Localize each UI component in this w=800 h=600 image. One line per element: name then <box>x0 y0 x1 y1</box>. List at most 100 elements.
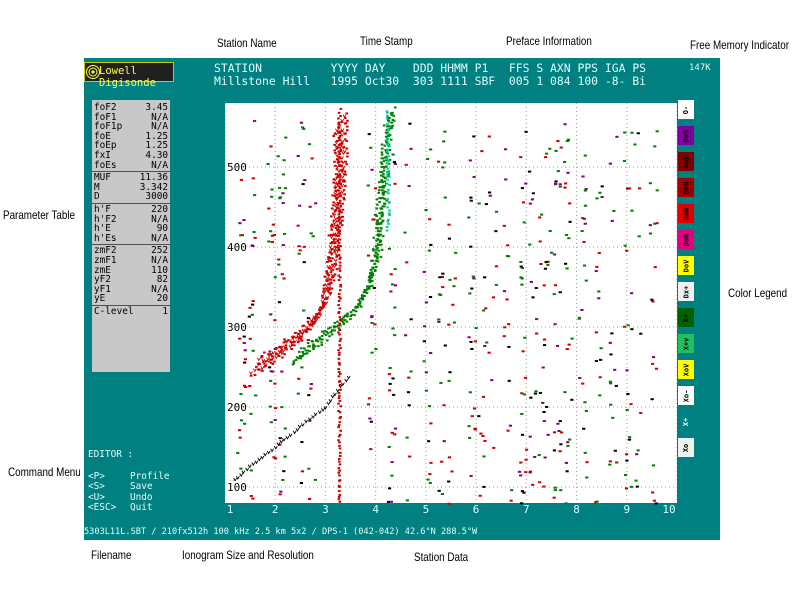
foF2-column-echo <box>338 333 341 336</box>
o-mode-echo <box>345 147 349 150</box>
foF2-column-echo <box>337 254 341 257</box>
noise-echo <box>271 223 275 226</box>
noise-echo <box>388 382 392 385</box>
x-mode-echo <box>327 327 330 330</box>
foF2-column-echo <box>339 245 342 248</box>
o-mode-echo <box>330 248 334 251</box>
foF2-column-echo <box>338 322 341 325</box>
foF2-column-echo <box>338 180 341 183</box>
noise-echo <box>387 389 392 392</box>
noise-echo <box>556 140 560 143</box>
noise-echo <box>477 202 481 205</box>
foF2-column-echo <box>337 274 341 277</box>
o-mode-echo <box>260 354 264 357</box>
noise-echo <box>600 196 604 199</box>
command-quit[interactable]: <ESC> Quit <box>88 502 170 514</box>
x-mode-echo <box>375 215 378 218</box>
x-mode-echo <box>338 324 342 327</box>
noise-echo <box>441 286 445 289</box>
e-layer-echo <box>304 419 308 424</box>
o-mode-echo <box>325 270 328 273</box>
foF2-column-echo <box>337 353 341 356</box>
noise-echo <box>253 236 257 239</box>
o-mode-echo <box>317 316 320 319</box>
noise-echo <box>278 493 282 496</box>
foF2-column-echo <box>338 383 342 386</box>
noise-echo <box>519 502 524 505</box>
o-mode-echo <box>340 164 344 167</box>
noise-echo <box>273 457 278 460</box>
noise-echo <box>387 247 391 250</box>
o-mode-echo <box>287 339 290 342</box>
noise-echo <box>502 335 506 338</box>
o-mode-echo <box>335 224 339 227</box>
o-mode-echo <box>333 245 337 248</box>
command-profile[interactable]: <P> Profile <box>88 471 170 483</box>
x-mode-echo <box>343 319 347 322</box>
noise-echo <box>534 390 538 393</box>
noise-echo <box>546 433 550 436</box>
x-mode-echo <box>379 186 383 189</box>
noise-echo <box>267 240 271 243</box>
o-mode-echo <box>290 348 293 351</box>
o-mode-echo <box>334 131 339 136</box>
o-mode-echo <box>333 181 338 185</box>
command-undo[interactable]: <U> Undo <box>88 491 170 504</box>
o-mode-echo <box>320 307 324 310</box>
noise-echo <box>549 251 554 254</box>
o-mode-echo <box>337 185 341 188</box>
o-mode-echo <box>341 219 344 222</box>
x-mode-echo <box>380 189 384 192</box>
x-vertical-echo <box>386 190 389 193</box>
o-mode-echo <box>334 146 339 151</box>
x-mode-echo <box>371 259 375 262</box>
noise-echo <box>373 323 377 326</box>
o-mode-echo <box>306 320 310 323</box>
x-mode-echo <box>321 330 324 333</box>
x-mode-echo <box>345 320 349 323</box>
ionogram-plot[interactable]: 1 2 3 4 5 6 7 8 9 10 100 200 300 400 500 <box>225 103 677 513</box>
noise-echo <box>392 393 396 396</box>
o-mode-echo <box>280 348 284 351</box>
o-mode-echo <box>334 188 339 193</box>
noise-echo <box>436 160 441 163</box>
x-vertical-echo <box>385 157 389 160</box>
o-mode-echo <box>334 140 339 145</box>
e-layer-echo <box>282 437 286 442</box>
o-mode-echo <box>264 364 268 367</box>
x-vertical-echo <box>385 225 389 228</box>
x-mode-echo <box>328 335 331 338</box>
o-mode-echo <box>258 367 263 372</box>
legend-label: DoE <box>682 155 690 168</box>
y-tick-bg <box>225 401 245 413</box>
e-layer-echo <box>346 375 351 380</box>
legend-swatch: DoR <box>678 230 694 249</box>
x-vertical-echo <box>386 114 389 117</box>
o-mode-echo <box>344 173 347 176</box>
o-mode-echo <box>297 332 300 335</box>
o-mode-echo <box>340 160 343 163</box>
x-mode-echo <box>392 114 396 117</box>
o-mode-echo <box>336 183 339 186</box>
o-mode-echo <box>338 176 341 179</box>
noise-echo <box>582 240 586 243</box>
noise-echo <box>393 427 398 430</box>
x-mode-echo <box>390 126 394 129</box>
noise-echo <box>598 394 602 397</box>
o-mode-echo <box>328 249 333 254</box>
noise-echo <box>266 163 270 166</box>
y-tick-bg <box>225 481 245 493</box>
parameter-value: 20 <box>156 293 168 305</box>
noise-echo <box>494 230 498 233</box>
noise-echo <box>453 277 457 280</box>
x-mode-echo <box>371 284 374 287</box>
noise-echo <box>467 336 471 339</box>
foF2-column-echo <box>337 361 341 364</box>
command-save[interactable]: <S> Save <box>88 481 170 493</box>
noise-echo <box>635 485 639 488</box>
noise-echo <box>648 182 652 185</box>
noise-echo <box>627 438 632 441</box>
foF2-column-echo <box>339 337 343 340</box>
command-label: Undo <box>130 491 153 503</box>
o-mode-echo <box>341 160 345 165</box>
